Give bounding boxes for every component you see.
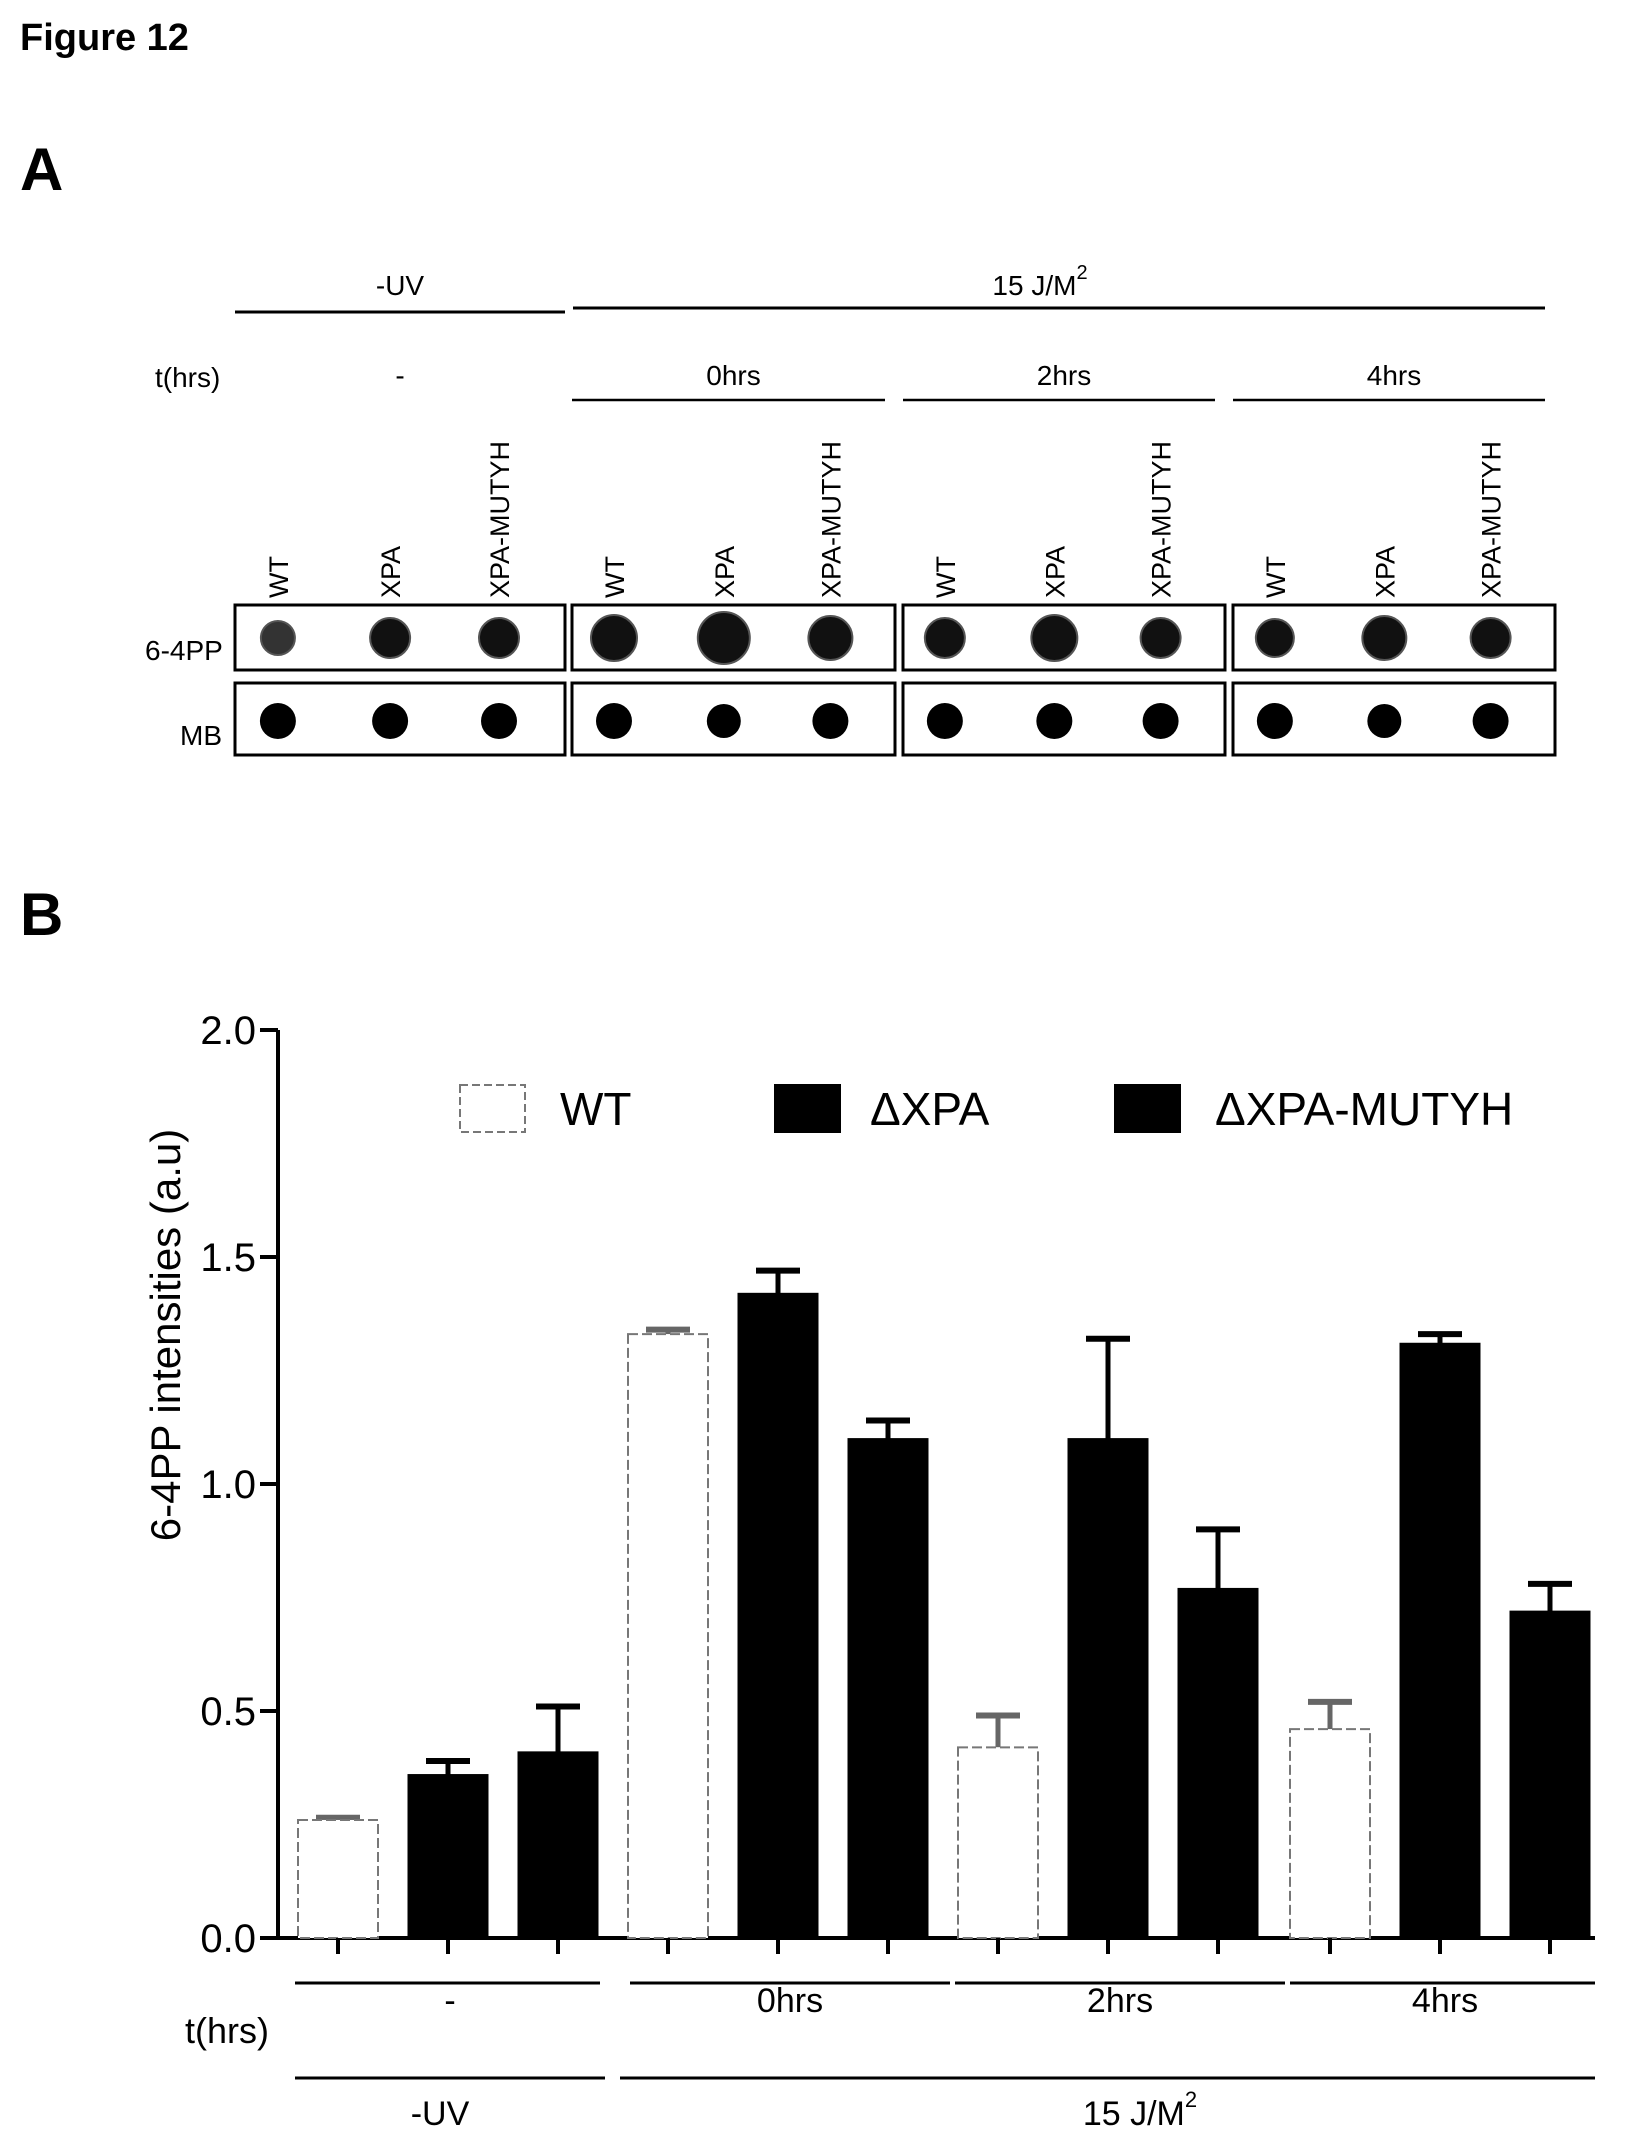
blot-lane-label: XPA: [1040, 546, 1070, 598]
panel-a-label: A: [20, 136, 63, 203]
blot-dot-mb: [1256, 703, 1293, 739]
y-tick-label: 0.0: [200, 1917, 256, 1961]
figure-title: Figure 12: [20, 17, 189, 59]
blot-dot-6-4pp: [696, 611, 751, 665]
chart-dose-label: 15 J/M2: [1083, 2087, 1197, 2133]
dot-blot-panel: -UV 15 J/M2 t(hrs) - WT XPA XPA-MUTYH 0hrs WT…: [145, 262, 1557, 757]
blot-dot-mb: [812, 703, 849, 739]
blot-dot-mb: [372, 703, 409, 739]
legend-label: ΔXPA-MUTYH: [1215, 1083, 1513, 1135]
blot-box-6-4pp: [901, 603, 1227, 672]
blot-time-header: t(hrs): [155, 362, 220, 393]
bar: [1177, 1587, 1259, 1939]
blot-lane-label: XPA-MUTYH: [1477, 441, 1507, 598]
blot-dot-mb: [706, 704, 741, 738]
blot-dot-mb: [1472, 703, 1509, 739]
blot-dose-superscript: 2: [1076, 262, 1087, 284]
bar: [297, 1818, 379, 1939]
blot-row-label-6-4pp: 6-4PP: [145, 635, 223, 666]
bar: [1067, 1438, 1149, 1939]
blot-time-label: 0hrs: [706, 360, 760, 391]
x-category-label: 2hrs: [1087, 1982, 1153, 2020]
blot-dot-6-4pp: [807, 615, 854, 661]
bar: [1399, 1342, 1481, 1939]
blot-box-mb: [570, 681, 897, 757]
legend-swatch: [774, 1084, 841, 1133]
blot-dose-label: 15 J/M2: [992, 262, 1087, 301]
y-tick-label: 1.5: [200, 1236, 256, 1280]
y-tick-label: 0.5: [200, 1690, 256, 1734]
blot-box-mb: [1231, 681, 1557, 757]
blot-lane-label: XPA-MUTYH: [1147, 441, 1177, 598]
chart-dose-text: 15 J/M: [1083, 2095, 1185, 2133]
blot-lane-label: XPA-MUTYH: [485, 441, 515, 598]
blot-dot-6-4pp: [923, 617, 966, 659]
blot-time-label: 2hrs: [1037, 360, 1091, 391]
blot-dot-mb: [259, 703, 296, 739]
blot-lane-label: XPA-MUTYH: [816, 441, 846, 598]
blot-lane-label: WT: [264, 556, 294, 598]
blot-lane-label: XPA: [710, 546, 740, 598]
blot-dot-6-4pp: [1469, 617, 1512, 659]
blot-dot-6-4pp: [1030, 614, 1079, 662]
x-category-label: 4hrs: [1412, 1982, 1478, 2020]
blot-row-label-mb: MB: [180, 720, 222, 751]
blot-dot-6-4pp: [478, 617, 520, 659]
bar: [847, 1438, 929, 1939]
blot-dot-mb: [1036, 703, 1073, 739]
chart-time-header: t(hrs): [185, 2010, 269, 2051]
blot-dot-6-4pp: [1139, 617, 1182, 659]
blot-dot-6-4pp: [1361, 615, 1408, 661]
blot-box-6-4pp: [570, 603, 897, 672]
blot-box-mb: [901, 681, 1227, 757]
bar: [1289, 1728, 1371, 1940]
legend-swatch: [459, 1084, 526, 1133]
bar: [1509, 1610, 1591, 1939]
blot-time-label: 4hrs: [1367, 360, 1421, 391]
blot-dot-6-4pp: [589, 614, 638, 662]
bar: [517, 1751, 599, 1939]
y-axis-label: 6-4PP intensities (a.u): [142, 1129, 189, 1541]
blot-uv-neg-label: -UV: [376, 270, 425, 301]
legend-label: WT: [560, 1083, 632, 1135]
bar: [737, 1292, 819, 1939]
blot-lane-label: WT: [1261, 556, 1291, 598]
blot-box-6-4pp: [1231, 603, 1557, 672]
bar: [957, 1746, 1039, 1939]
blot-time-label: -: [395, 360, 404, 391]
blot-lane-label: XPA: [1370, 546, 1400, 598]
legend-label: ΔXPA: [870, 1083, 990, 1135]
blot-dot-mb: [1142, 703, 1179, 739]
blot-lane-label: WT: [931, 556, 961, 598]
y-tick-label: 2.0: [200, 1009, 256, 1053]
legend-swatch: [1114, 1084, 1181, 1133]
blot-dot-mb: [481, 703, 517, 739]
blot-lane-label: WT: [600, 556, 630, 598]
chart-uv-neg-label: -UV: [411, 2095, 470, 2133]
chart-dose-superscript: 2: [1185, 2087, 1197, 2112]
blot-dot-6-4pp: [1254, 618, 1295, 658]
blot-box-6-4pp: [233, 603, 567, 672]
y-tick-label: 1.0: [200, 1463, 256, 1507]
x-category-label: -: [444, 1982, 455, 2020]
panel-b-label: B: [20, 881, 63, 948]
blot-dot-mb: [926, 703, 963, 739]
blot-dose-text: 15 J/M: [992, 270, 1076, 301]
blot-box-mb: [233, 681, 567, 757]
blot-dot-6-4pp: [259, 620, 296, 656]
bar: [407, 1774, 489, 1939]
blot-dot-mb: [1367, 704, 1402, 738]
bar-chart: 6-4PP intensities (a.u) 0.00.51.01.52.0 …: [142, 1009, 1595, 2133]
bar: [627, 1333, 709, 1940]
blot-dot-mb: [595, 703, 632, 739]
x-category-label: 0hrs: [757, 1982, 823, 2020]
blot-lane-label: XPA: [376, 546, 406, 598]
blot-dot-6-4pp: [369, 617, 412, 659]
